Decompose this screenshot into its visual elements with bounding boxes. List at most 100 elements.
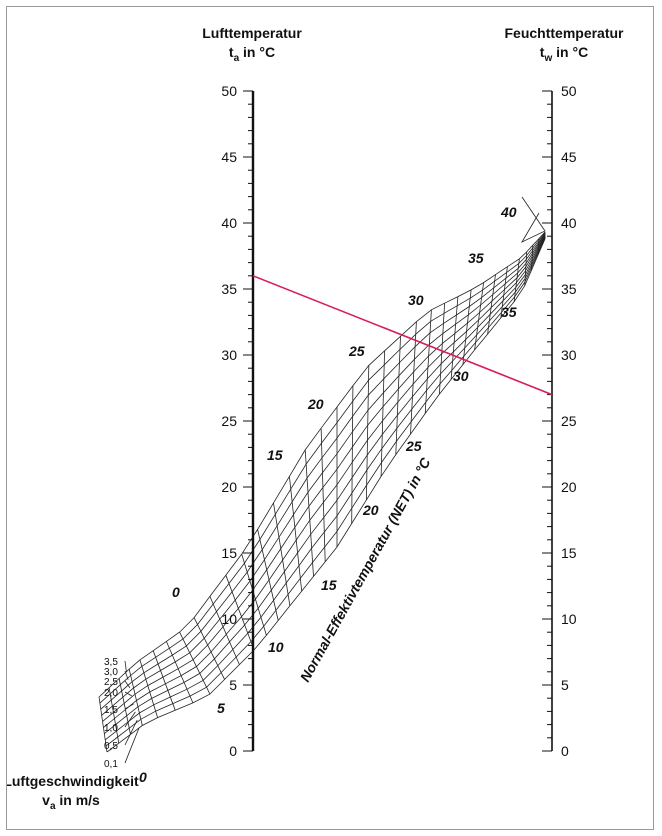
right-tick-label: 30 bbox=[561, 347, 577, 363]
speed-curve bbox=[99, 232, 546, 704]
net-isoline bbox=[257, 529, 279, 621]
net-isoline bbox=[304, 449, 314, 577]
net-label-upper-20: 20 bbox=[307, 396, 324, 412]
speed-fan-line bbox=[124, 691, 132, 697]
net-isoline bbox=[500, 266, 508, 318]
net-isoline bbox=[108, 687, 120, 744]
left-tick-label: 5 bbox=[229, 677, 237, 693]
speed-fan-line bbox=[124, 703, 134, 710]
speed-label-2-5: 2,5 bbox=[104, 677, 118, 688]
net-isoline bbox=[209, 596, 240, 665]
right-tick-label: 5 bbox=[561, 677, 569, 693]
net-isoline bbox=[179, 631, 211, 695]
net-isoline bbox=[439, 303, 445, 395]
speed-fan-line bbox=[124, 660, 127, 672]
net-isoline bbox=[273, 502, 291, 606]
speed-curve bbox=[100, 233, 546, 710]
net-label-upper-15: 15 bbox=[267, 447, 283, 463]
right-tick-label: 35 bbox=[561, 281, 577, 297]
net-isoline bbox=[513, 258, 520, 302]
right-tick-label: 15 bbox=[561, 545, 577, 561]
net-isoline bbox=[450, 296, 459, 380]
net-isoline bbox=[320, 428, 326, 562]
speed-label-3-0: 3,0 bbox=[104, 667, 118, 678]
net-isoline bbox=[424, 309, 432, 414]
left-axis-unit: ta in °C bbox=[229, 44, 275, 64]
net-label-lower-15: 15 bbox=[321, 577, 337, 593]
left-tick-label: 15 bbox=[221, 545, 237, 561]
net-label-upper-0: 0 bbox=[172, 584, 180, 600]
net-label-lower-0: 0 bbox=[139, 769, 147, 785]
left-tick-label: 20 bbox=[221, 479, 237, 495]
speed-label-2-0: 2,0 bbox=[104, 688, 118, 699]
net-isoline bbox=[128, 669, 143, 726]
left-axis-ticks: 0 5 10 15 20 25 30 35 40 45 50 bbox=[221, 83, 253, 759]
left-tick-label: 10 bbox=[221, 611, 237, 627]
left-tick-label: 50 bbox=[221, 83, 237, 99]
net-isoline bbox=[193, 617, 225, 680]
right-tick-label: 50 bbox=[561, 83, 577, 99]
left-tick-label: 0 bbox=[229, 743, 237, 759]
net-isoline bbox=[524, 251, 528, 286]
speed-label-1-0: 1,0 bbox=[104, 723, 118, 734]
speed-curve bbox=[104, 236, 546, 735]
right-axis-title: Feuchttemperatur bbox=[504, 25, 624, 41]
net-isoline bbox=[366, 365, 370, 500]
speed-axis-title: Luftgeschwindigkeit bbox=[7, 773, 139, 789]
speed-fan-line bbox=[124, 719, 138, 746]
net-label-upper-40: 40 bbox=[500, 204, 517, 220]
speed-axis-unit: va in m/s bbox=[42, 792, 100, 812]
right-axis-ticks: 0 5 10 15 20 25 30 35 40 45 50 bbox=[542, 83, 577, 759]
net-axis-title: Normal-Effektivtemperatur (NET) in °C bbox=[297, 454, 434, 684]
speed-label-0-1: 0,1 bbox=[104, 759, 118, 770]
net-isoline bbox=[531, 245, 534, 271]
right-axis-unit: tw in °C bbox=[540, 44, 588, 64]
speed-curve bbox=[101, 234, 546, 716]
example-reading-line bbox=[252, 275, 553, 396]
speed-fan-line bbox=[124, 727, 140, 764]
right-tick-label: 40 bbox=[561, 215, 577, 231]
net-isoline bbox=[289, 476, 303, 592]
net-isoline bbox=[395, 336, 401, 455]
speed-curve bbox=[103, 235, 546, 728]
right-tick-label: 45 bbox=[561, 149, 577, 165]
net-label-lower-20: 20 bbox=[362, 502, 379, 518]
right-tick-label: 25 bbox=[561, 413, 577, 429]
left-axis-title: Lufttemperatur bbox=[202, 25, 302, 41]
net-label-upper-25: 25 bbox=[348, 343, 365, 359]
net-label-upper-35: 35 bbox=[468, 250, 484, 266]
net-isoline bbox=[152, 650, 176, 711]
right-tick-label: 10 bbox=[561, 611, 577, 627]
speed-fan-line bbox=[124, 670, 129, 680]
speed-curve bbox=[102, 234, 546, 722]
net-isoline bbox=[225, 575, 255, 651]
net-label-lower-25: 25 bbox=[405, 438, 422, 454]
net-grid bbox=[98, 196, 546, 764]
net-label-upper-30: 30 bbox=[408, 292, 424, 308]
speed-label-0-5: 0,5 bbox=[104, 741, 118, 752]
net-isoline bbox=[351, 385, 354, 524]
left-tick-label: 40 bbox=[221, 215, 237, 231]
speed-fan-line bbox=[124, 711, 136, 728]
net-label-lower-10: 10 bbox=[268, 639, 284, 655]
speed-label-3-5: 3,5 bbox=[104, 657, 118, 668]
net-label-lower-30: 30 bbox=[453, 368, 469, 384]
net-label-lower-5: 5 bbox=[217, 700, 225, 716]
net-isoline bbox=[139, 659, 158, 718]
net-isoline bbox=[487, 274, 496, 335]
speed-curve bbox=[105, 238, 546, 747]
net-label-lower-35: 35 bbox=[501, 304, 517, 320]
net-isoline bbox=[166, 641, 194, 704]
right-tick-label: 20 bbox=[561, 479, 577, 495]
chart-frame: 0 5 10 15 20 25 30 35 40 45 50 0 5 10 15 20 25 30 35 40 45 5… bbox=[6, 6, 654, 830]
net-isoline bbox=[380, 350, 385, 477]
net-isoline bbox=[98, 696, 108, 753]
left-tick-label: 45 bbox=[221, 149, 237, 165]
speed-curve bbox=[104, 237, 546, 741]
left-tick-label: 25 bbox=[221, 413, 237, 429]
net-isoline bbox=[474, 282, 484, 350]
right-tick-label: 0 bbox=[561, 743, 569, 759]
grid-tip bbox=[520, 196, 546, 243]
speed-curve bbox=[106, 238, 546, 753]
